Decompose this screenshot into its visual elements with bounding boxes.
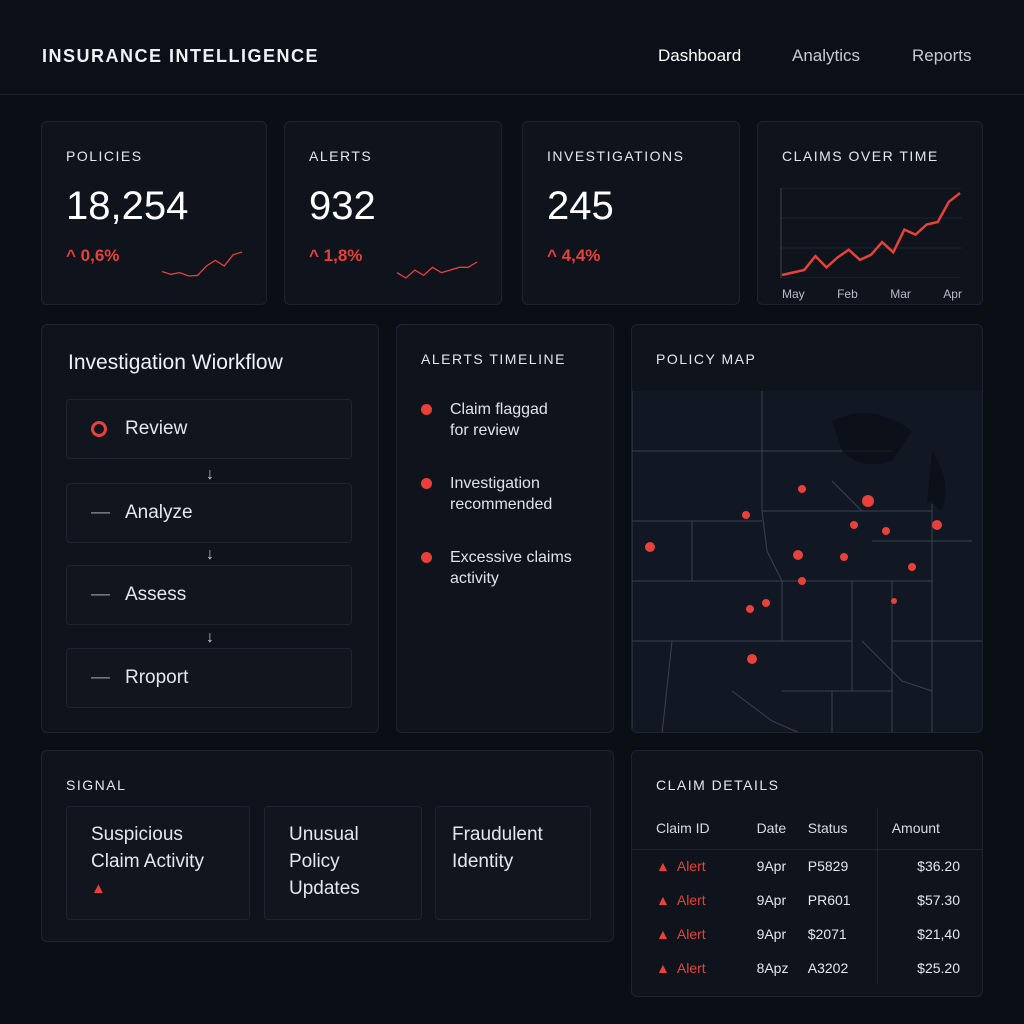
- alerts-sparkline: [396, 261, 478, 279]
- alert-dot-icon: [421, 404, 432, 415]
- alert-dot-icon: [421, 478, 432, 489]
- signal-card[interactable]: Fraudulent Identity: [435, 806, 591, 920]
- series-line: [161, 251, 243, 277]
- arrow-down-icon: ↓: [206, 546, 214, 563]
- signal-card[interactable]: Unusual Policy Updates: [264, 806, 422, 920]
- claims-line-chart: [780, 188, 962, 278]
- workflow-title: Investigation Wiorkflow: [68, 351, 283, 374]
- map-canvas[interactable]: [632, 391, 983, 733]
- step-report[interactable]: — Rroport: [66, 648, 352, 708]
- series-line: [781, 192, 961, 277]
- col-amount[interactable]: Amount: [876, 807, 982, 850]
- map-title: POLICY MAP: [656, 351, 757, 367]
- kpi-title: INVESTIGATIONS: [547, 148, 685, 164]
- kpi-value: 245: [547, 184, 614, 228]
- signal-panel: SIGNAL Suspicious Claim Activity ▲ Unusua…: [41, 750, 614, 942]
- step-assess[interactable]: — Assess: [66, 565, 352, 625]
- col-claim-id[interactable]: Claim ID: [632, 807, 757, 850]
- kpi-delta: ^ 1,8%: [309, 246, 363, 265]
- investigation-workflow: Investigation Wiorkflow Review ↓ — Analyz…: [41, 324, 379, 733]
- kpi-investigations: INVESTIGATIONS 245 ^ 4,4%: [522, 121, 740, 305]
- x-tick: Feb: [837, 287, 858, 301]
- signal-card[interactable]: Suspicious Claim Activity ▲: [66, 806, 250, 920]
- warning-triangle-icon: ▲: [656, 858, 670, 875]
- timeline-item[interactable]: Claim flaggad for review: [421, 399, 548, 441]
- kpi-policies: POLICIES 18,254 ^ 0,6%: [41, 121, 267, 305]
- nav-analytics[interactable]: Analytics: [792, 46, 861, 65]
- kpi-value: 18,254: [66, 184, 189, 228]
- nav-reports[interactable]: Reports: [912, 46, 972, 65]
- dash-icon: —: [91, 584, 110, 605]
- arrow-down-icon: ↓: [206, 629, 214, 646]
- policy-map: POLICY MAP: [631, 324, 983, 733]
- kpi-title: POLICIES: [66, 148, 143, 164]
- arrow-up-icon: ^: [547, 246, 557, 265]
- timeline-item[interactable]: Investigation recommended: [421, 473, 552, 515]
- x-tick: Apr: [943, 287, 962, 301]
- warning-triangle-icon: ▲: [656, 926, 670, 942]
- dash-icon: —: [91, 667, 110, 688]
- alert-dot-icon: [421, 552, 432, 563]
- warning-triangle-icon: ▲: [91, 880, 106, 897]
- map-markers: [645, 485, 942, 664]
- col-status[interactable]: Status: [807, 807, 878, 850]
- step-analyze[interactable]: — Analyze: [66, 483, 352, 543]
- alerts-timeline: ALERTS TIMELINE Claim flaggad for review …: [396, 324, 614, 733]
- warning-triangle-icon: ▲: [656, 960, 670, 976]
- kpi-value: 932: [309, 184, 376, 228]
- table-row[interactable]: ▲ Alert 9Apr $2071 $21,40: [632, 917, 982, 951]
- timeline-title: ALERTS TIMELINE: [421, 351, 566, 367]
- app-title: INSURANCE INTELLIGENCE: [42, 46, 320, 66]
- timeline-item[interactable]: Excessive claims activity: [421, 547, 572, 589]
- x-tick: May: [782, 287, 805, 301]
- col-date[interactable]: Date: [756, 807, 808, 850]
- table-row[interactable]: ▲ Alert 8Apz A3202 $25.20: [632, 951, 982, 985]
- table-row[interactable]: ▲ Alert 9Apr P5829 $36.20: [632, 849, 982, 883]
- claims-table: Claim ID Date Status Amount ▲ Alert 9Apr P582…: [632, 807, 982, 985]
- arrow-up-icon: ^: [309, 246, 319, 265]
- dash-icon: —: [91, 502, 110, 523]
- signal-title: SIGNAL: [66, 777, 127, 793]
- x-tick: Mar: [890, 287, 911, 301]
- kpi-alerts: ALERTS 932 ^ 1,8%: [284, 121, 502, 305]
- series-line: [396, 261, 478, 279]
- arrow-up-icon: ^: [66, 246, 76, 265]
- table-row[interactable]: ▲ Alert 9Apr PR601 $57.30: [632, 883, 982, 917]
- claims-over-time-card: CLAIMS OVER TIME May Feb Mar Apr: [757, 121, 983, 305]
- arrow-down-icon: ↓: [206, 466, 214, 483]
- kpi-delta: ^ 4,4%: [547, 246, 601, 265]
- claim-details: CLAIM DETAILS Claim ID Date Status Amount ▲…: [631, 750, 983, 997]
- warning-triangle-icon: ▲: [656, 892, 670, 908]
- nav-dashboard[interactable]: Dashboard: [658, 46, 742, 65]
- step-review[interactable]: Review: [66, 399, 352, 459]
- active-ring-icon: [91, 421, 107, 437]
- chart-title: CLAIMS OVER TIME: [782, 148, 939, 164]
- kpi-delta: ^ 0,6%: [66, 246, 120, 265]
- kpi-title: ALERTS: [309, 148, 373, 164]
- policies-sparkline: [161, 251, 243, 277]
- top-header: INSURANCE INTELLIGENCE Dashboard Analyti…: [0, 0, 1024, 95]
- claims-title: CLAIM DETAILS: [656, 777, 780, 793]
